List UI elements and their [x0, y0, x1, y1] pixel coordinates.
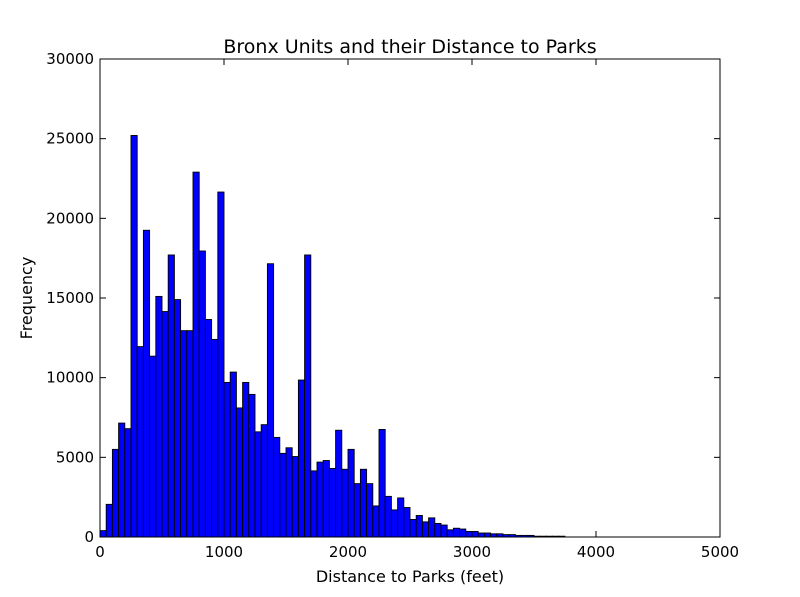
y-tick-label: 25000 — [46, 130, 94, 148]
histogram-bar — [229, 371, 237, 538]
histogram-bar — [459, 528, 467, 538]
histogram-bar — [273, 436, 281, 538]
histogram-bar — [248, 393, 256, 538]
histogram-bar — [390, 509, 399, 538]
histogram-bar — [403, 507, 411, 538]
x-tick-label: 0 — [95, 543, 105, 561]
histogram-bar — [452, 527, 461, 538]
histogram-bar — [291, 456, 299, 538]
histogram-bar — [260, 424, 268, 538]
histogram-bar — [279, 452, 287, 538]
y-tick-label: 20000 — [46, 209, 94, 227]
histogram-bar — [198, 250, 206, 538]
plot-area-frame — [99, 58, 721, 538]
histogram-bar — [465, 530, 473, 538]
histogram-bar — [180, 330, 188, 538]
x-tick-label: 1000 — [205, 543, 243, 561]
histogram-bar — [111, 448, 120, 538]
histogram-bar — [347, 448, 355, 538]
histogram-bar — [266, 263, 275, 538]
y-axis-label: Frequency — [17, 257, 36, 340]
histogram-bar — [366, 483, 374, 538]
histogram-bar — [428, 517, 436, 538]
histogram-bar — [378, 429, 386, 538]
histogram-bar — [155, 295, 163, 538]
histogram-bar — [192, 171, 200, 538]
histogram-bar — [217, 191, 225, 538]
histogram-bar — [434, 523, 442, 538]
histogram-bar — [440, 524, 448, 538]
histogram-bar — [124, 428, 132, 538]
histogram-bar — [254, 431, 262, 538]
histogram-bar — [372, 505, 380, 538]
histogram-bar — [235, 407, 244, 538]
y-tick-label: 30000 — [46, 50, 94, 68]
x-tick-label: 5000 — [701, 543, 739, 561]
y-tick-label: 0 — [84, 528, 94, 546]
histogram-bar — [483, 532, 492, 538]
histogram-bar — [409, 519, 417, 538]
histogram-bar — [105, 503, 113, 538]
histogram-bar — [421, 521, 430, 538]
histogram-bar — [204, 319, 213, 538]
histogram-bar — [242, 381, 250, 538]
histogram-bar — [328, 468, 337, 538]
histogram-bar — [130, 135, 138, 538]
histogram-bar — [322, 460, 330, 538]
y-tick-label: 15000 — [46, 289, 94, 307]
histogram-bar — [397, 497, 405, 538]
histogram-bar — [446, 529, 454, 538]
histogram-bar — [142, 229, 151, 538]
histogram-bar — [167, 254, 175, 538]
histogram-bar — [304, 254, 312, 538]
histogram-bar — [471, 530, 479, 538]
histogram-bar — [415, 515, 423, 538]
x-tick-label: 2000 — [329, 543, 367, 561]
histogram-bar — [477, 532, 485, 538]
histogram-bar — [223, 381, 231, 538]
y-tick-label: 5000 — [56, 448, 94, 466]
histogram-bar — [149, 355, 157, 538]
chart-title: Bronx Units and their Distance to Parks — [223, 36, 596, 58]
histogram-bar — [316, 461, 324, 538]
histogram-bar — [118, 422, 126, 538]
histogram-bar — [186, 330, 194, 538]
histogram-bar — [359, 468, 368, 538]
x-tick-label: 3000 — [453, 543, 491, 561]
y-tick-label: 10000 — [46, 369, 94, 387]
histogram-bar — [297, 379, 306, 538]
histogram-bar — [285, 447, 293, 538]
histogram-bar — [173, 299, 182, 538]
x-axis-label: Distance to Parks (feet) — [316, 567, 504, 586]
histogram-bar — [99, 530, 107, 538]
ticks-group: 0 1000 2000 3000 4000 5000 0 5000 10000 15000 2000… — [46, 50, 739, 561]
histogram-bar — [161, 311, 169, 538]
histogram-bar — [310, 470, 318, 538]
histogram-bar — [335, 429, 343, 538]
histogram-bar — [211, 338, 219, 538]
histogram-bar — [353, 483, 361, 538]
histogram-bar — [341, 468, 349, 538]
histogram-bar — [384, 495, 392, 538]
x-tick-label: 4000 — [577, 543, 615, 561]
histogram-bar — [136, 346, 144, 538]
